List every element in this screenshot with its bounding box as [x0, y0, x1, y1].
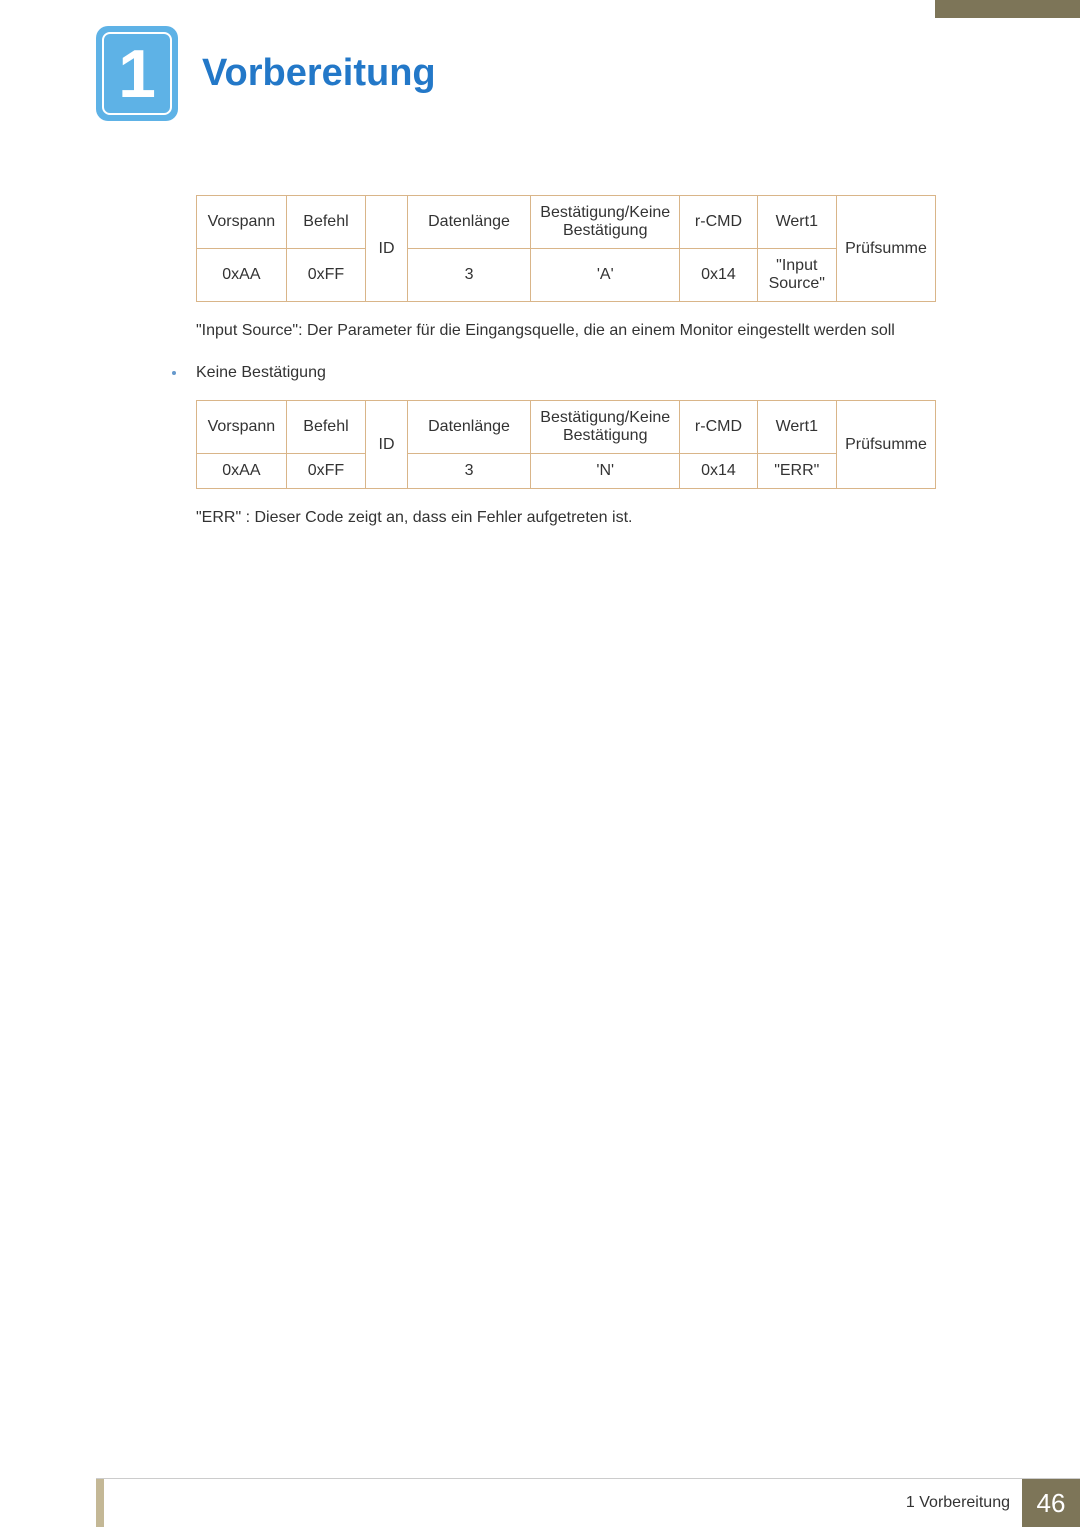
page-number-badge: 46 — [1022, 1479, 1080, 1527]
header-wert1: Wert1 — [757, 196, 836, 249]
header-datenlange: Datenlänge — [407, 196, 530, 249]
table1-description: "Input Source": Der Parameter für die Ei… — [196, 320, 936, 342]
chapter-title: Vorbereitung — [202, 52, 436, 95]
table-data-row: 0xAA 0xFF 3 'A' 0x14 "Input Source" — [197, 249, 936, 302]
cell-bestatigung: 'A' — [531, 249, 680, 302]
header-vorspann: Vorspann — [197, 401, 287, 454]
header-prufsumme: Prüfsumme — [836, 401, 935, 489]
cell-befehl: 0xFF — [286, 454, 365, 489]
cell-wert1: "ERR" — [757, 454, 836, 489]
cell-datenlange: 3 — [407, 454, 530, 489]
cell-vorspann: 0xAA — [197, 454, 287, 489]
cell-vorspann: 0xAA — [197, 249, 287, 302]
ack-table: Vorspann Befehl ID Datenlänge Bestätigun… — [196, 195, 936, 302]
header-rcmd: r-CMD — [680, 196, 757, 249]
header-id: ID — [366, 401, 408, 489]
cell-rcmd: 0x14 — [680, 249, 757, 302]
bullet-label: Keine Bestätigung — [196, 364, 326, 382]
cell-befehl: 0xFF — [286, 249, 365, 302]
header-vorspann: Vorspann — [197, 196, 287, 249]
cell-datenlange: 3 — [407, 249, 530, 302]
footer-chapter-label: 1 Vorbereitung — [906, 1479, 1010, 1527]
chapter-number: 1 — [118, 35, 156, 113]
header-befehl: Befehl — [286, 196, 365, 249]
header-rcmd: r-CMD — [680, 401, 757, 454]
cell-wert1: "Input Source" — [757, 249, 836, 302]
header-bestatigung: Bestätigung/Keine Bestätigung — [531, 196, 680, 249]
footer-accent-bar — [96, 1479, 104, 1527]
nack-table: Vorspann Befehl ID Datenlänge Bestätigun… — [196, 400, 936, 489]
chapter-header: 1 Vorbereitung — [96, 26, 436, 121]
header-prufsumme: Prüfsumme — [836, 196, 935, 302]
bullet-icon — [172, 371, 176, 375]
table-data-row: 0xAA 0xFF 3 'N' 0x14 "ERR" — [197, 454, 936, 489]
page-footer: 1 Vorbereitung 46 — [0, 1479, 1080, 1527]
bullet-item: Keine Bestätigung — [172, 364, 936, 382]
header-bestatigung: Bestätigung/Keine Bestätigung — [531, 401, 680, 454]
page-number: 46 — [1037, 1488, 1066, 1519]
header-id: ID — [366, 196, 408, 302]
table2-description: "ERR" : Dieser Code zeigt an, dass ein F… — [196, 507, 936, 529]
header-befehl: Befehl — [286, 401, 365, 454]
cell-rcmd: 0x14 — [680, 454, 757, 489]
header-datenlange: Datenlänge — [407, 401, 530, 454]
page-content: Vorspann Befehl ID Datenlänge Bestätigun… — [196, 195, 936, 552]
cell-bestatigung: 'N' — [531, 454, 680, 489]
chapter-badge: 1 — [96, 26, 178, 121]
header-wert1: Wert1 — [757, 401, 836, 454]
top-accent-bar — [935, 0, 1080, 18]
table-header-row: Vorspann Befehl ID Datenlänge Bestätigun… — [197, 401, 936, 454]
table-header-row: Vorspann Befehl ID Datenlänge Bestätigun… — [197, 196, 936, 249]
